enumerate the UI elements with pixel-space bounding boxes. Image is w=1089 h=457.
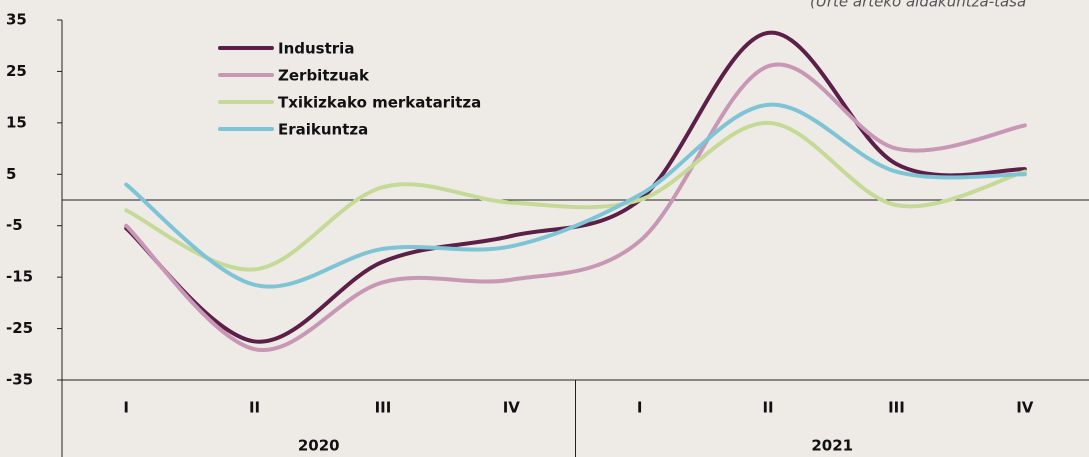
- x-tick-label: I: [637, 399, 643, 417]
- x-tick-label: IV: [1016, 399, 1034, 417]
- legend-label: Txikizkako merkataritza: [278, 94, 481, 112]
- x-tick-label: I: [123, 399, 129, 417]
- series-line: [124, 120, 1027, 272]
- series-line: [124, 30, 1027, 344]
- x-tick-label: II: [249, 399, 260, 417]
- x-tick-label: IV: [503, 399, 521, 417]
- series-line: [124, 62, 1027, 353]
- y-tick-label: -25: [6, 319, 33, 337]
- legend-label: Eraikuntza: [278, 121, 368, 139]
- legend-label: Industria: [278, 40, 354, 58]
- group-label: 2020: [298, 437, 340, 455]
- series-line: [124, 102, 1027, 289]
- y-tick-label: -35: [6, 371, 33, 389]
- y-tick-label: -15: [6, 268, 33, 286]
- x-tick-label: III: [375, 399, 392, 417]
- chart-subtitle: (Urte arteko aldakuntza-tasa: [810, 0, 1026, 11]
- y-tick-label: 25: [6, 62, 27, 80]
- y-tick-label: 35: [6, 11, 27, 29]
- group-label: 2021: [811, 437, 853, 455]
- y-tick-label: 5: [6, 165, 16, 183]
- legend-label: Zerbitzuak: [278, 67, 370, 85]
- y-tick-label: 15: [6, 113, 27, 131]
- x-tick-label: II: [762, 399, 773, 417]
- y-tick-label: -5: [6, 216, 23, 234]
- x-tick-label: III: [888, 399, 905, 417]
